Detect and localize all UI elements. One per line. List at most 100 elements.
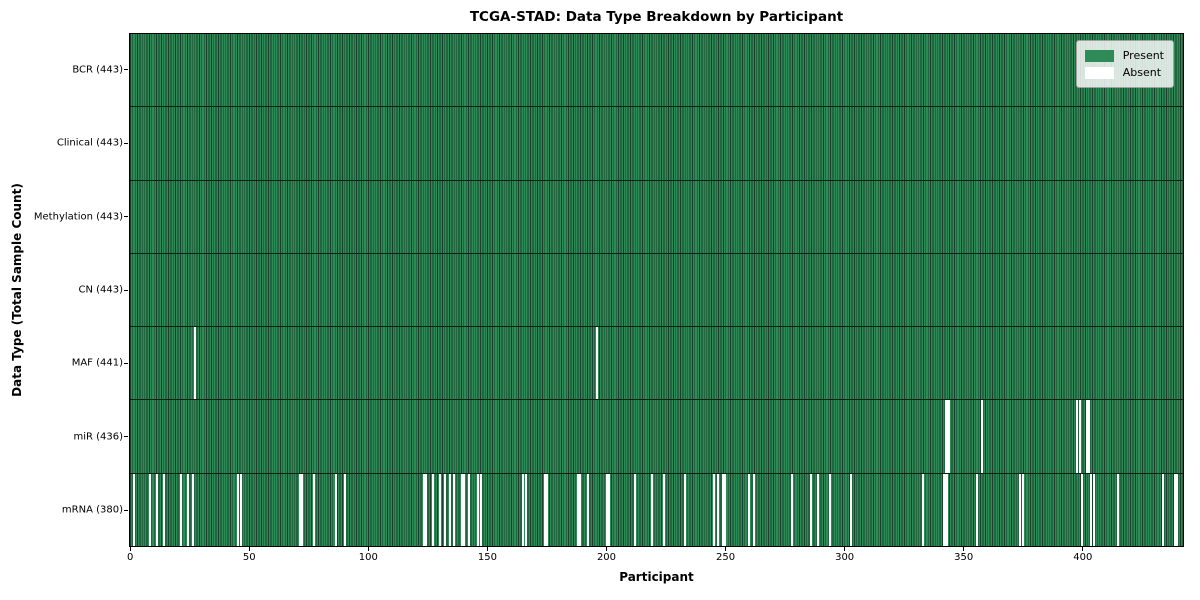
x-tick-label-150: 150 <box>477 552 497 563</box>
absent-stripe <box>976 473 979 546</box>
absent-stripe <box>712 473 715 546</box>
x-axis-label: Participant <box>619 570 694 584</box>
legend-label-present: Present <box>1122 49 1164 62</box>
absent-stripe <box>828 473 832 546</box>
absent-stripe <box>344 473 347 546</box>
absent-stripe <box>722 473 725 546</box>
absent-stripe <box>524 473 527 546</box>
x-tick-mark <box>486 547 488 551</box>
absent-stripe <box>239 473 242 546</box>
absent-stripe <box>790 473 793 546</box>
x-tick-label-100: 100 <box>358 552 378 563</box>
x-tick-mark <box>129 547 131 551</box>
absent-stripe <box>1088 400 1091 473</box>
absent-stripe <box>313 473 316 546</box>
legend-swatch-absent-icon <box>1084 66 1114 79</box>
x-tick-label-250: 250 <box>716 552 736 563</box>
absent-stripe <box>981 400 984 473</box>
absent-stripe <box>752 473 755 546</box>
absent-stripe <box>748 473 751 546</box>
x-tick-mark <box>844 547 846 551</box>
absent-stripe <box>650 473 653 546</box>
absent-stripe <box>596 327 599 400</box>
y-tick-mark <box>124 509 128 511</box>
x-tick-mark <box>367 547 369 551</box>
absent-stripe <box>467 473 470 546</box>
absent-stripe <box>921 473 924 546</box>
y-tick-label-mir: miR (436) <box>73 431 123 443</box>
absent-stripe <box>462 473 465 546</box>
absent-stripe <box>443 473 446 546</box>
x-tick-label-300: 300 <box>835 552 855 563</box>
absent-stripe <box>453 473 456 546</box>
absent-stripe <box>579 473 582 546</box>
y-tick-label-clinical: Clinical (443) <box>56 137 123 149</box>
absent-stripe <box>1161 473 1164 546</box>
absent-stripe <box>298 473 301 546</box>
y-tick-mark <box>124 362 128 364</box>
y-tick-label-methylation: Methylation (443) <box>33 211 123 223</box>
x-tick-label-50: 50 <box>242 552 256 563</box>
absent-stripe <box>607 473 610 546</box>
absent-stripe <box>1019 473 1022 546</box>
absent-stripe <box>156 473 159 546</box>
absent-stripe <box>460 473 463 546</box>
row-mir <box>130 399 1183 473</box>
absent-stripe <box>522 473 525 546</box>
absent-stripe <box>809 473 812 546</box>
absent-stripe <box>850 473 853 546</box>
row-methylation <box>130 179 1183 253</box>
row-cn <box>130 252 1183 327</box>
absent-stripe <box>448 473 451 546</box>
absent-stripe <box>132 473 135 546</box>
legend: Present Absent <box>1075 40 1174 88</box>
absent-stripe <box>432 473 435 546</box>
absent-stripe <box>1078 400 1081 473</box>
legend-swatch-present-icon <box>1084 49 1114 62</box>
absent-stripe <box>605 473 608 546</box>
absent-stripe <box>1173 473 1176 546</box>
absent-stripe <box>479 473 482 546</box>
y-tick-mark <box>124 69 128 71</box>
absent-stripe <box>1092 473 1095 546</box>
absent-stripe <box>817 473 820 546</box>
absent-stripe <box>334 473 337 546</box>
row-mrna <box>130 472 1183 546</box>
absent-stripe <box>1080 473 1083 546</box>
x-tick-mark <box>963 547 965 551</box>
row-maf <box>130 326 1183 400</box>
legend-item-absent: Absent <box>1084 64 1164 81</box>
absent-stripe <box>149 473 152 546</box>
absent-stripe <box>684 473 687 546</box>
absent-stripe <box>1021 473 1024 546</box>
absent-stripe <box>477 473 480 546</box>
x-tick-mark <box>605 547 607 551</box>
legend-item-present: Present <box>1084 47 1164 64</box>
y-tick-mark <box>124 216 128 218</box>
absent-stripe <box>634 473 637 546</box>
x-tick-mark <box>725 547 727 551</box>
x-tick-label-400: 400 <box>1073 552 1093 563</box>
y-tick-label-maf: MAF (441) <box>71 357 123 369</box>
absent-stripe <box>237 473 240 546</box>
y-tick-label-mrna: mRNA (380) <box>61 504 123 516</box>
absent-stripe <box>577 473 580 546</box>
row-bcr <box>130 34 1183 107</box>
y-tick-label-bcr: BCR (443) <box>72 64 123 76</box>
absent-stripe <box>1116 473 1119 546</box>
absent-stripe <box>1090 473 1093 546</box>
absent-stripe <box>546 473 549 546</box>
absent-stripe <box>194 327 197 400</box>
absent-stripe <box>943 473 946 546</box>
y-tick-mark <box>124 142 128 144</box>
row-clinical <box>130 106 1183 180</box>
absent-stripe <box>945 400 948 473</box>
y-tick-mark <box>124 436 128 438</box>
absent-stripe <box>422 473 425 546</box>
absent-stripe <box>180 473 183 546</box>
x-tick-label-0: 0 <box>127 552 134 563</box>
absent-stripe <box>439 473 442 546</box>
x-tick-mark <box>248 547 250 551</box>
absent-stripe <box>1176 473 1179 546</box>
